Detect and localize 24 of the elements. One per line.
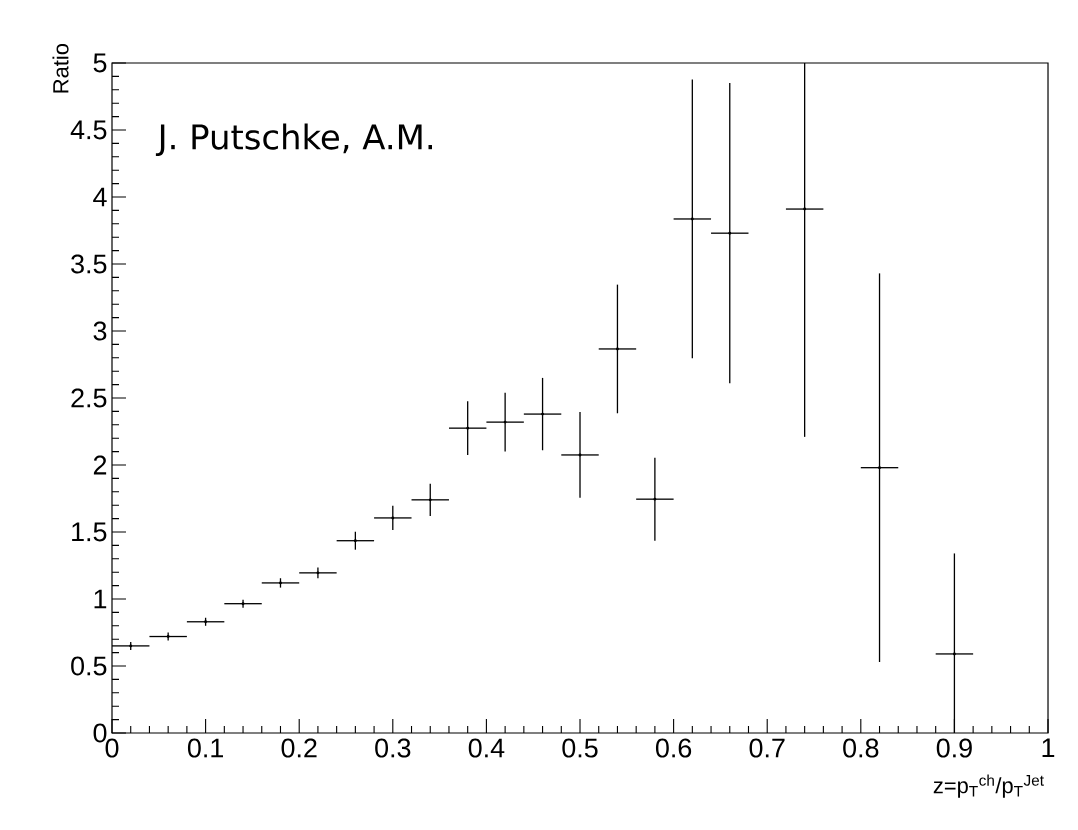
y-tick-label: 2.5: [71, 388, 107, 408]
x-tick-label: 0.1: [187, 738, 223, 758]
y-tick-label: 1.5: [72, 522, 107, 542]
x-tick-label: 0.3: [375, 738, 411, 758]
x-tick-label: 0.5: [562, 738, 598, 758]
y-tick-label: 2: [93, 455, 107, 475]
x-tick-label: 0.9: [936, 738, 972, 758]
x-tick-label: 0.8: [843, 738, 879, 758]
x-tick-label: 0.7: [749, 738, 785, 758]
y-tick-label: 5: [93, 53, 107, 73]
x-tick-label: 1: [1042, 738, 1055, 758]
y-tick-label: 3: [93, 321, 107, 341]
x-tick-label: 0.2: [281, 738, 317, 758]
annotation: J. Putschke, A.M.: [155, 123, 432, 156]
x-tick-label: 0.4: [468, 738, 505, 758]
x-tick-label: 0.6: [655, 738, 692, 758]
y-tick-label: 4: [93, 187, 107, 207]
y-tick-label: 0.5: [71, 656, 107, 676]
y-tick-label: 4.5: [70, 120, 107, 140]
y-tick-label: 3.5: [71, 254, 107, 274]
x-axis-title: z=p$_{T}$$^{ch}$/p$_{T}$Jet: [933, 774, 1044, 798]
y-axis-title: Ratio: [52, 43, 69, 93]
y-tick-label: 1: [94, 589, 107, 609]
y-tick-label: 0: [93, 723, 107, 743]
